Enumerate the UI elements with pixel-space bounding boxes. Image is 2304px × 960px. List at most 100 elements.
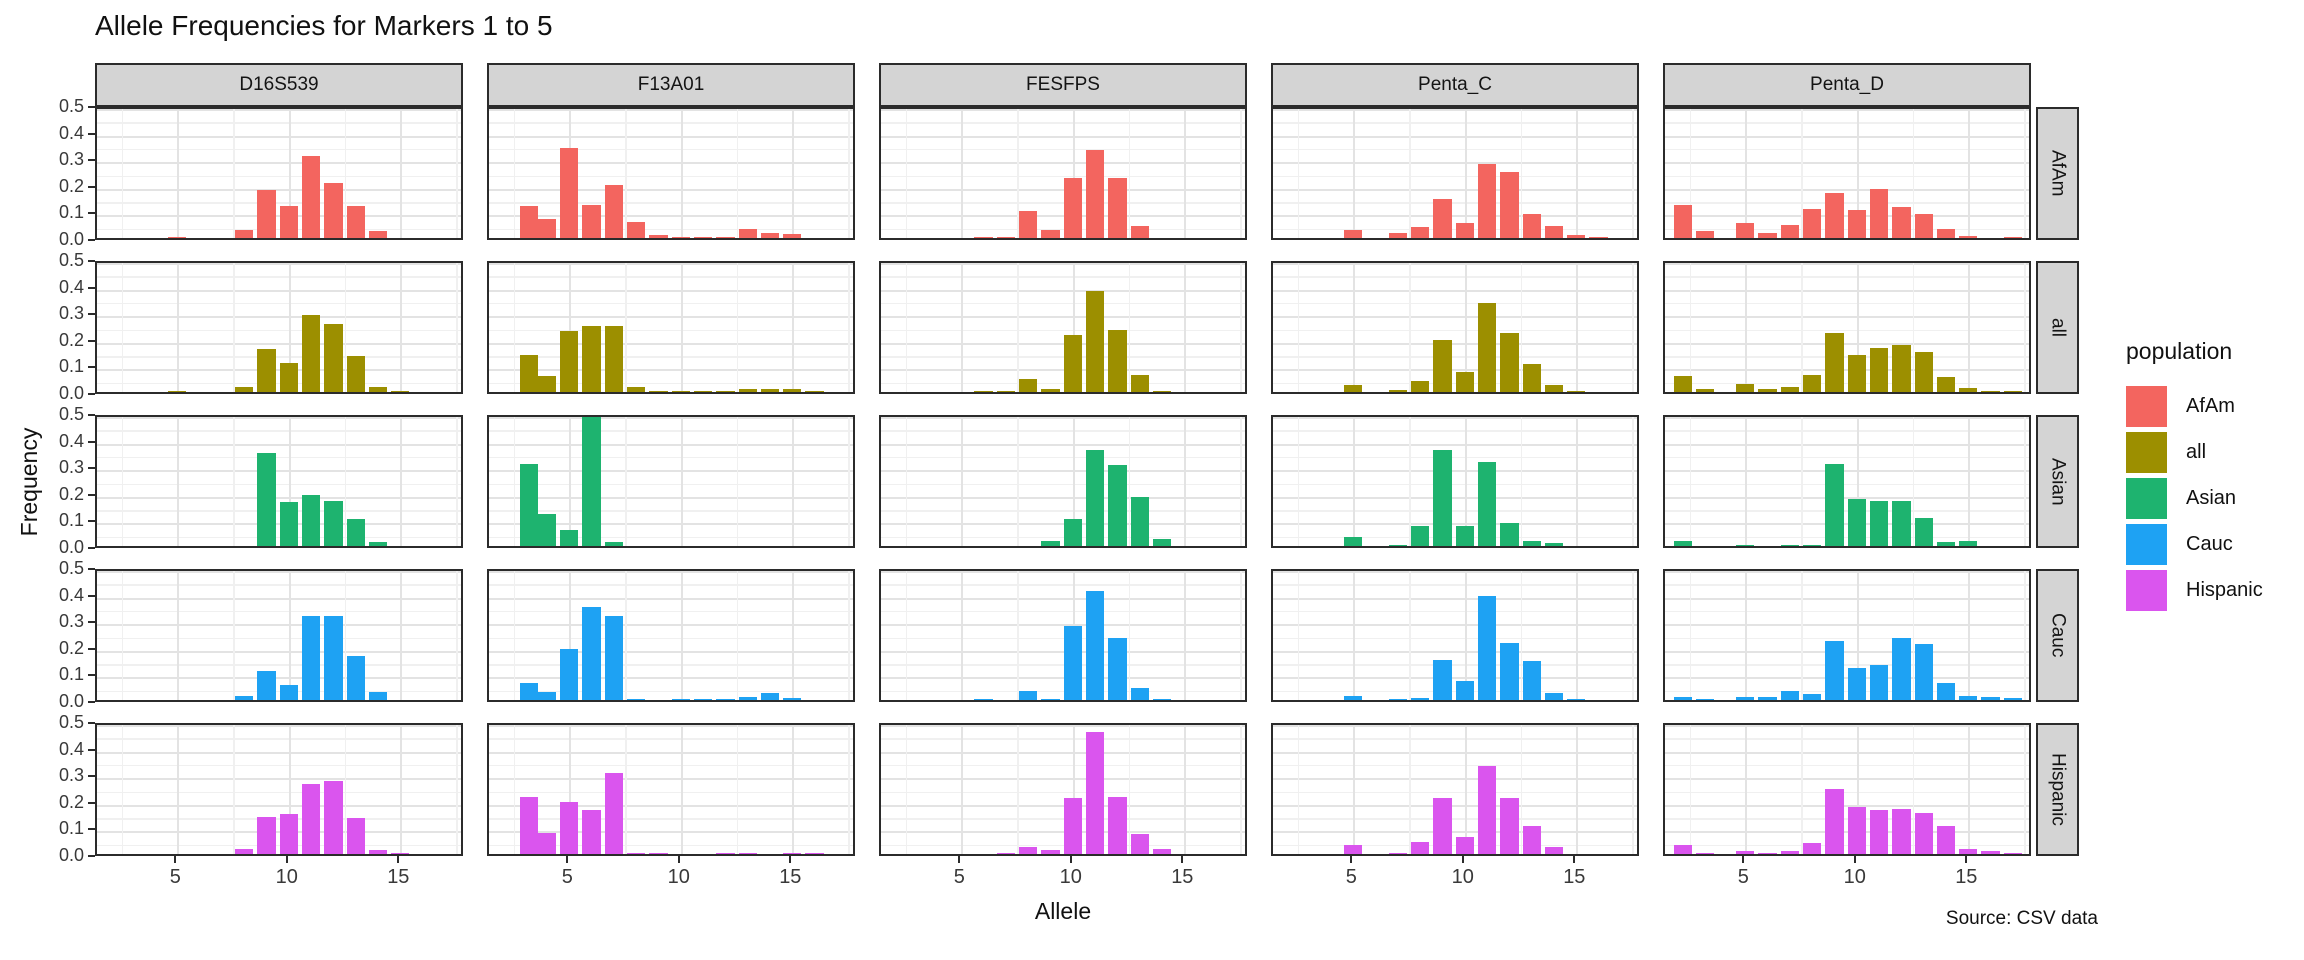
gridline-horizontal [97, 725, 461, 727]
gridline-horizontal [881, 725, 1245, 727]
gridline-vertical [625, 263, 627, 392]
gridline-vertical [1801, 417, 1803, 546]
gridline-horizontal [97, 778, 461, 781]
frequency-bar [279, 685, 298, 700]
frequency-bar [627, 852, 646, 854]
frequency-bar [1825, 463, 1844, 546]
gridline-horizontal [97, 215, 461, 218]
gridline-horizontal [881, 831, 1245, 834]
gridline-vertical [1017, 263, 1019, 392]
gridline-horizontal [1273, 536, 1637, 539]
gridline-vertical [1464, 109, 1467, 238]
frequency-bar [1344, 696, 1363, 700]
frequency-bar [1477, 596, 1497, 700]
frequency-bar [1544, 385, 1564, 392]
frequency-bar [1892, 808, 1911, 854]
gridline-vertical [1184, 417, 1187, 546]
y-tick-label: 0.5 [58, 96, 84, 116]
gridline-horizontal [881, 276, 1245, 278]
gridline-vertical [1409, 109, 1411, 238]
facet-row-strip: Hispanic [2036, 723, 2079, 856]
frequency-bar [2003, 236, 2023, 238]
gridline-horizontal [1665, 804, 2029, 807]
x-tick-label: 5 [1345, 866, 1357, 888]
gridline-horizontal [1665, 263, 2029, 265]
frequency-bar [974, 390, 993, 392]
gridline-horizontal [1665, 329, 2029, 331]
gridline-horizontal [1273, 456, 1637, 459]
gridline-horizontal [489, 202, 853, 204]
frequency-bar [1477, 302, 1497, 392]
x-tick-label: 15 [1563, 866, 1586, 888]
gridline-horizontal [1665, 162, 2029, 165]
gridline-vertical [1856, 417, 1859, 546]
frequency-bar [1085, 590, 1105, 700]
y-tick-label: 0.4 [58, 430, 84, 451]
frequency-bar [1780, 851, 1800, 854]
frequency-bar [1914, 352, 1933, 392]
gridline-vertical [569, 263, 572, 392]
gridline-horizontal [489, 215, 853, 218]
frequency-bar [1567, 390, 1586, 392]
frequency-bar [783, 234, 802, 238]
y-tick-label: 0.0 [58, 383, 84, 403]
gridline-horizontal [1665, 818, 2029, 820]
gridline-horizontal [881, 483, 1245, 485]
gridline-horizontal [97, 664, 461, 666]
gridline-horizontal [489, 523, 853, 526]
frequency-bar [257, 190, 276, 238]
y-tick-mark [88, 855, 95, 857]
frequency-bar [1522, 364, 1541, 392]
y-tick-mark [88, 159, 95, 162]
gridline-horizontal [1273, 818, 1637, 820]
gridline-vertical [1968, 263, 1971, 392]
frequency-bar [1869, 500, 1889, 546]
frequency-bar [1522, 661, 1541, 700]
gridline-horizontal [1273, 228, 1637, 231]
gridline-horizontal [881, 738, 1245, 740]
gridline-horizontal [1273, 831, 1637, 834]
gridline-vertical [1912, 263, 1915, 392]
gridline-vertical [1801, 571, 1803, 700]
gridline-vertical [1240, 109, 1242, 238]
gridline-vertical [1632, 571, 1634, 700]
gridline-horizontal [97, 148, 461, 151]
gridline-vertical [1297, 417, 1300, 546]
gridline-vertical [400, 109, 403, 238]
frequency-bar [1544, 693, 1564, 700]
x-tick-mark [1742, 856, 1745, 863]
gridline-horizontal [1665, 342, 2029, 345]
gridline-vertical [513, 725, 516, 854]
gridline-vertical [400, 571, 403, 700]
frequency-bar [604, 772, 624, 854]
gridline-vertical [1520, 109, 1523, 238]
frequency-bar [649, 234, 668, 238]
frequency-bar [1936, 682, 1956, 700]
gridline-horizontal [881, 122, 1245, 124]
gridline-horizontal [881, 496, 1245, 499]
y-tick-mark [88, 621, 95, 624]
gridline-horizontal [881, 804, 1245, 807]
frequency-bar [1959, 848, 1978, 854]
gridline-vertical [736, 263, 739, 392]
x-tick-label: 5 [169, 866, 181, 888]
frequency-bar [1108, 329, 1127, 392]
x-tick-mark [958, 856, 961, 863]
gridline-horizontal [489, 804, 853, 807]
frequency-bar [783, 697, 802, 700]
gridline-horizontal [1273, 430, 1637, 432]
gridline-horizontal [1273, 804, 1637, 807]
x-tick-mark [1181, 856, 1184, 863]
frequency-bar [257, 452, 276, 546]
gridline-vertical [1745, 725, 1748, 854]
frequency-bar [1455, 681, 1474, 700]
facet-panel [95, 723, 463, 856]
x-tick-label: 10 [275, 866, 298, 888]
frequency-bar [368, 850, 388, 854]
frequency-bar [1041, 540, 1060, 546]
gridline-vertical [288, 725, 291, 854]
gridline-horizontal [1273, 342, 1637, 345]
gridline-horizontal [1665, 536, 2029, 539]
gridline-vertical [1745, 417, 1748, 546]
gridline-horizontal [1273, 316, 1637, 319]
